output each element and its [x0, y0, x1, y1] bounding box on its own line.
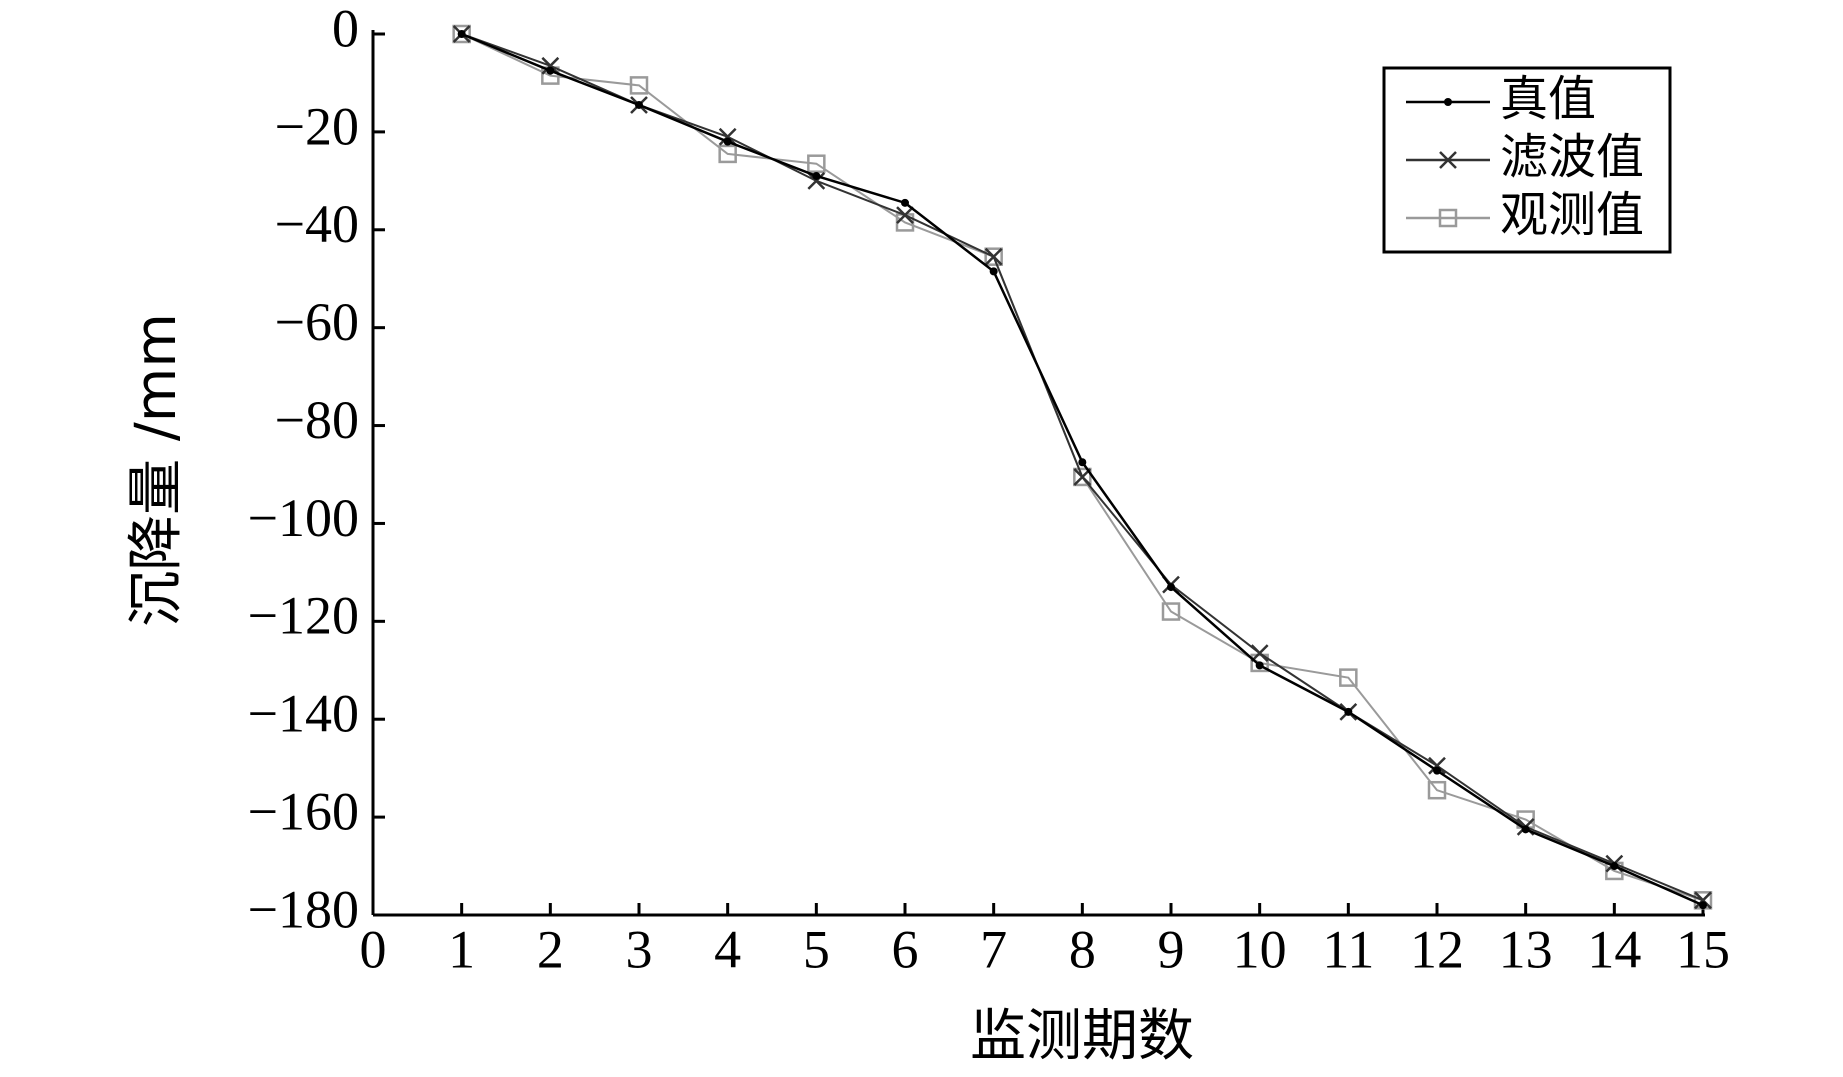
point: [989, 267, 998, 276]
point: [1250, 644, 1269, 663]
legend-label: 真值: [1500, 71, 1596, 127]
x-tick-label: 15: [1676, 919, 1730, 979]
point: [541, 56, 560, 75]
legend-marker: [1439, 151, 1457, 169]
x-tick-label: 4: [714, 919, 741, 979]
y-axis-label: 沉降量 /mm: [124, 313, 189, 627]
point: [984, 247, 1003, 266]
point: [901, 198, 909, 207]
point: [1428, 756, 1446, 775]
point: [1339, 668, 1358, 687]
point: [1427, 780, 1447, 800]
x-tick-label: 10: [1233, 919, 1287, 979]
y-tick-label: −40: [275, 194, 359, 254]
point: [629, 76, 649, 95]
point: [718, 144, 737, 164]
x-tick-label: 2: [537, 919, 564, 979]
legend-label: 滤波值: [1500, 129, 1644, 185]
y-tick-label: −140: [248, 684, 359, 744]
point: [1078, 458, 1087, 467]
y-tick-label: −80: [275, 390, 359, 450]
y-tick-label: −60: [275, 292, 359, 352]
x-tick-label: 7: [980, 919, 1007, 979]
y-tick-label: −180: [248, 879, 359, 939]
x-tick-label: 1: [448, 919, 475, 979]
point: [812, 171, 821, 180]
point: [1521, 825, 1530, 834]
point: [457, 30, 466, 38]
point: [807, 171, 826, 190]
point: [1255, 661, 1264, 670]
point: [1073, 467, 1092, 487]
y-tick-label: −20: [275, 96, 359, 156]
point: [1344, 707, 1353, 716]
point: [1167, 583, 1175, 592]
point: [984, 247, 1003, 266]
y-tick-label: −160: [248, 782, 359, 842]
x-tick-label: 8: [1069, 919, 1096, 979]
x-tick-label: 6: [892, 919, 919, 979]
point: [1161, 602, 1181, 621]
point: [723, 137, 732, 146]
x-tick-label: 11: [1322, 919, 1374, 979]
point: [718, 127, 737, 146]
point: [1433, 766, 1441, 775]
point: [896, 206, 914, 224]
point: [1699, 901, 1707, 910]
legend-marker: [1438, 208, 1458, 228]
x-tick-label: 14: [1587, 919, 1641, 979]
legend-label: 观测值: [1500, 187, 1644, 243]
x-tick-label: 5: [803, 919, 830, 979]
y-tick-label: −120: [248, 586, 359, 646]
y-tick-label: −100: [248, 488, 359, 548]
point: [452, 24, 471, 44]
x-axis-label: 监测期数: [970, 1004, 1194, 1069]
point: [1694, 891, 1712, 910]
x-tick-label: 9: [1158, 919, 1185, 979]
point: [807, 154, 826, 173]
x-tick-label: 0: [360, 919, 387, 979]
x-tick-label: 13: [1499, 919, 1553, 979]
x-tick-label: 12: [1410, 919, 1464, 979]
point: [635, 100, 643, 109]
point: [1250, 653, 1269, 673]
point: [546, 66, 555, 75]
x-tick-label: 3: [626, 919, 653, 979]
legend-marker: [1444, 98, 1452, 106]
point: [1610, 862, 1619, 871]
y-tick-label: 0: [332, 0, 359, 58]
